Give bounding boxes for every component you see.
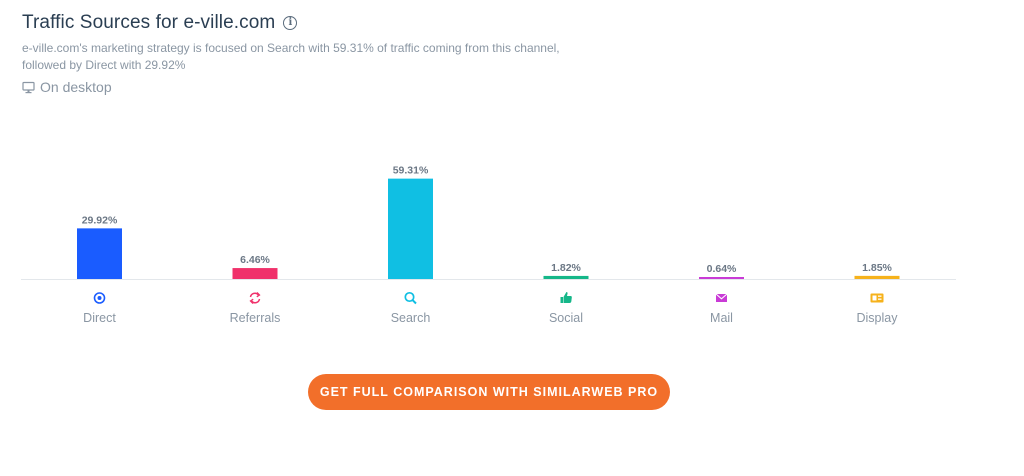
- device-indicator: On desktop: [22, 79, 112, 95]
- display-icon: [870, 293, 884, 303]
- category-label-display: Display: [857, 311, 899, 325]
- bar-social[interactable]: [543, 275, 589, 279]
- desktop-icon: [22, 81, 35, 93]
- bar-display[interactable]: [854, 275, 900, 279]
- page-subtitle: e-ville.com's marketing strategy is focu…: [22, 40, 622, 74]
- data-label-direct: 29.92%: [82, 214, 118, 226]
- direct-icon: [93, 292, 106, 304]
- bar-direct[interactable]: [77, 228, 122, 279]
- info-icon[interactable]: i: [283, 16, 298, 30]
- data-label-social: 1.82%: [551, 262, 581, 274]
- device-label: On desktop: [40, 79, 112, 95]
- bar-search[interactable]: [388, 178, 433, 279]
- bar-referrals[interactable]: [232, 268, 278, 279]
- referrals-icon: [249, 292, 261, 304]
- data-label-display: 1.85%: [862, 262, 892, 274]
- data-label-mail: 0.64%: [707, 263, 737, 275]
- subtitle-line-2: followed by Direct with 29.92%: [22, 58, 186, 72]
- data-label-search: 59.31%: [393, 165, 429, 177]
- page-title: Traffic Sources for e-ville.com: [22, 12, 276, 33]
- subtitle-line-1: e-ville.com's marketing strategy is focu…: [22, 41, 560, 55]
- bar-mail[interactable]: [699, 277, 744, 279]
- category-label-social: Social: [549, 311, 583, 325]
- category-label-search: Search: [391, 311, 431, 325]
- category-label-direct: Direct: [83, 311, 116, 325]
- title-row: Traffic Sources for e-ville.com i: [22, 10, 298, 36]
- traffic-sources-chart: 29.92% Direct 6.46% Referrals 59.31% Search 1.…: [21, 165, 956, 325]
- category-label-referrals: Referrals: [230, 311, 281, 325]
- full-comparison-button[interactable]: GET FULL COMPARISON WITH SIMILARWEB PRO: [308, 374, 670, 410]
- mail-icon: [715, 293, 728, 302]
- data-label-referrals: 6.46%: [240, 254, 270, 266]
- social-icon: [560, 292, 572, 303]
- category-label-mail: Mail: [710, 311, 733, 325]
- search-icon: [404, 291, 417, 305]
